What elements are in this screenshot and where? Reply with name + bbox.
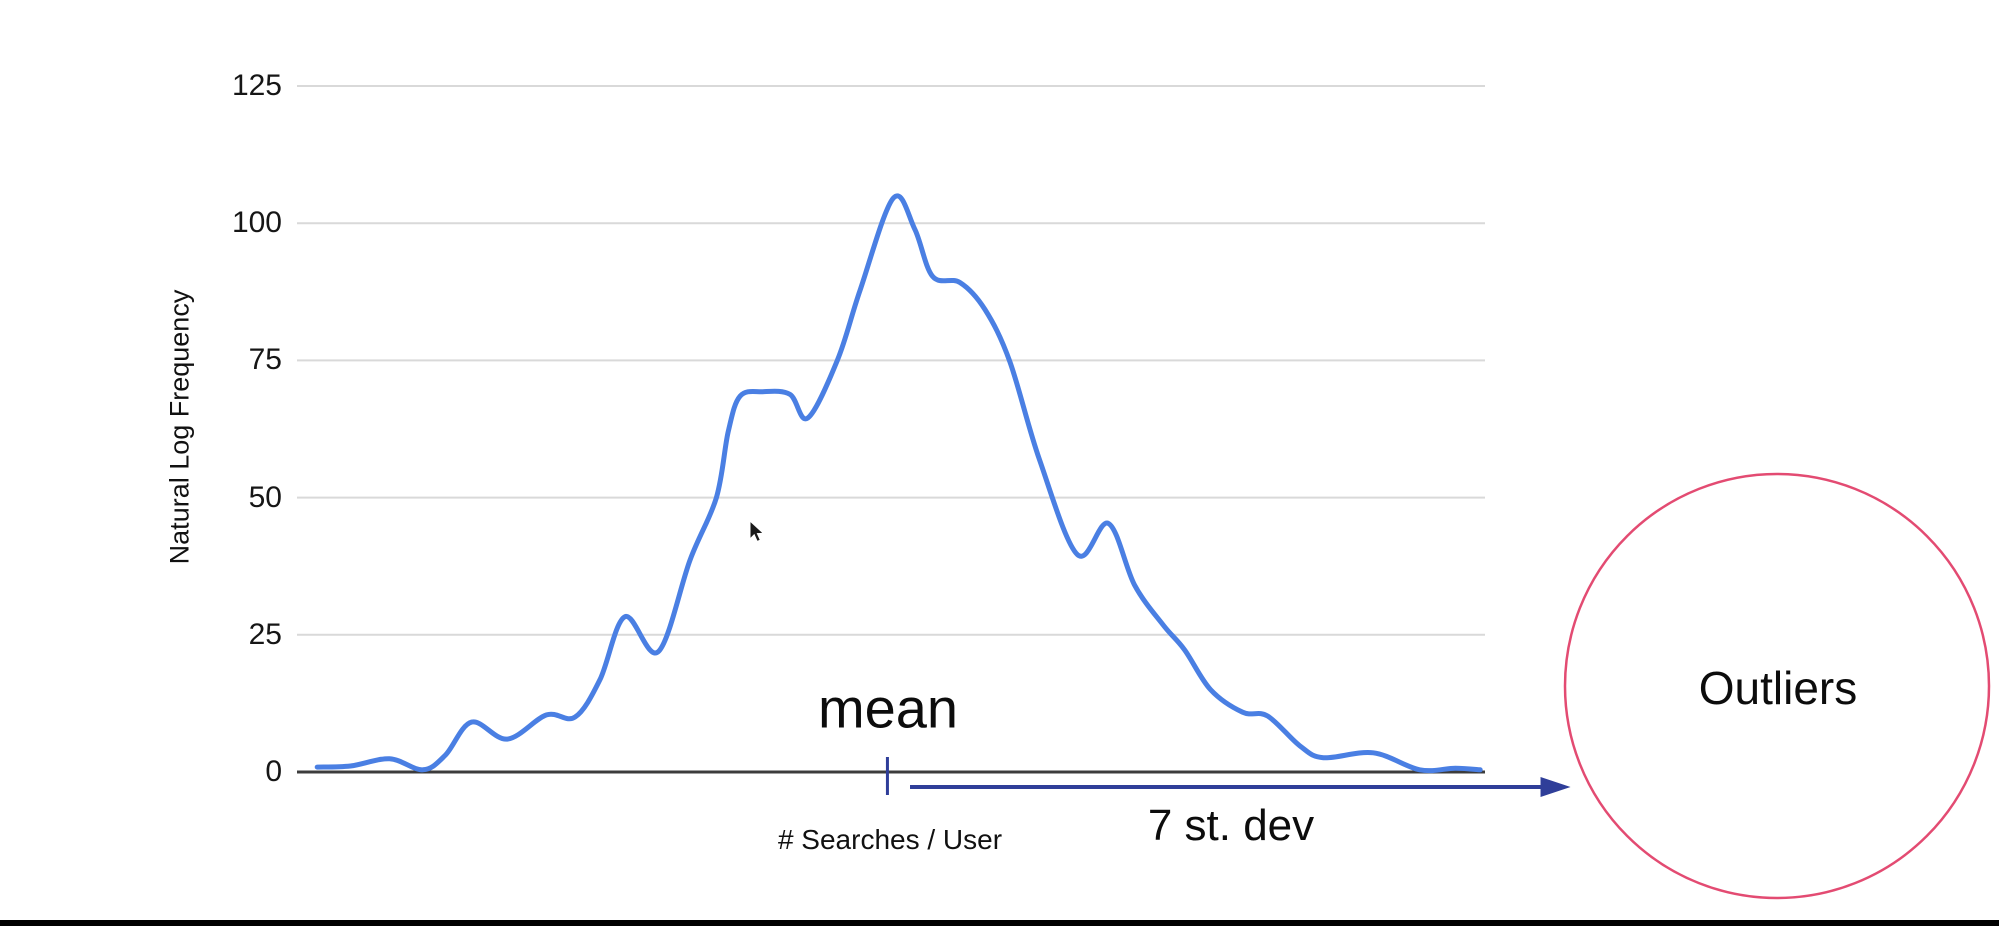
y-tick-label: 25 xyxy=(248,617,282,651)
y-tick-label: 125 xyxy=(231,69,282,102)
y-tick-label: 100 xyxy=(231,206,282,240)
stdev-arrowhead-icon xyxy=(1540,777,1571,797)
outliers-circle xyxy=(1563,472,1991,900)
y-tick-label: 0 xyxy=(265,755,282,788)
x-axis-title: # Searches / User xyxy=(777,824,1003,855)
y-tick-label: 50 xyxy=(248,480,282,514)
y-tick-label: 75 xyxy=(248,343,282,377)
outliers-annotation: Outliers xyxy=(1698,662,1858,714)
mouse-cursor-icon xyxy=(749,520,765,543)
bottom-bar xyxy=(0,920,1999,926)
gridlines xyxy=(297,85,1485,636)
frequency-curve xyxy=(314,193,1483,774)
mean-annotation: mean xyxy=(817,676,959,740)
stdev-annotation: 7 st. dev xyxy=(1147,801,1315,850)
y-axis-title: Natural Log Frequency xyxy=(164,289,195,565)
